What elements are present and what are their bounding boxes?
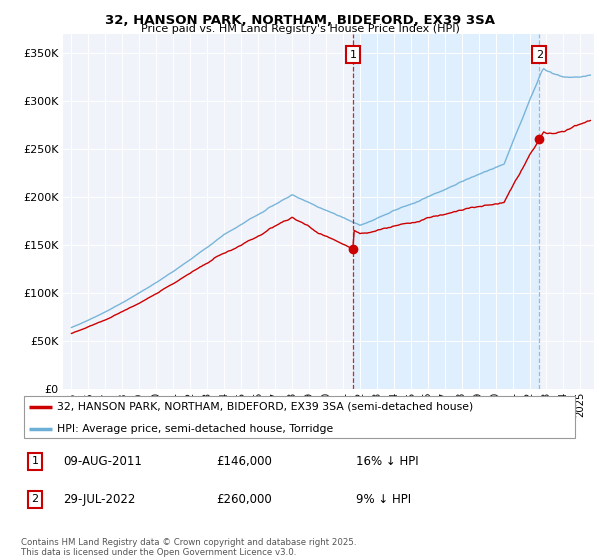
Text: 2: 2 <box>31 494 38 504</box>
FancyBboxPatch shape <box>24 395 575 438</box>
Text: 29-JUL-2022: 29-JUL-2022 <box>63 493 135 506</box>
Bar <box>353 34 539 389</box>
Text: 16% ↓ HPI: 16% ↓ HPI <box>356 455 418 468</box>
Text: 2: 2 <box>536 50 543 60</box>
Text: 1: 1 <box>350 50 357 60</box>
Text: HPI: Average price, semi-detached house, Torridge: HPI: Average price, semi-detached house,… <box>57 423 334 433</box>
Text: Price paid vs. HM Land Registry's House Price Index (HPI): Price paid vs. HM Land Registry's House … <box>140 24 460 34</box>
Text: 09-AUG-2011: 09-AUG-2011 <box>63 455 142 468</box>
Text: 9% ↓ HPI: 9% ↓ HPI <box>356 493 411 506</box>
Text: 32, HANSON PARK, NORTHAM, BIDEFORD, EX39 3SA: 32, HANSON PARK, NORTHAM, BIDEFORD, EX39… <box>105 14 495 27</box>
Text: £146,000: £146,000 <box>216 455 272 468</box>
Text: 32, HANSON PARK, NORTHAM, BIDEFORD, EX39 3SA (semi-detached house): 32, HANSON PARK, NORTHAM, BIDEFORD, EX39… <box>57 402 473 412</box>
Text: 1: 1 <box>31 456 38 466</box>
Text: Contains HM Land Registry data © Crown copyright and database right 2025.
This d: Contains HM Land Registry data © Crown c… <box>21 538 356 557</box>
Text: £260,000: £260,000 <box>216 493 272 506</box>
